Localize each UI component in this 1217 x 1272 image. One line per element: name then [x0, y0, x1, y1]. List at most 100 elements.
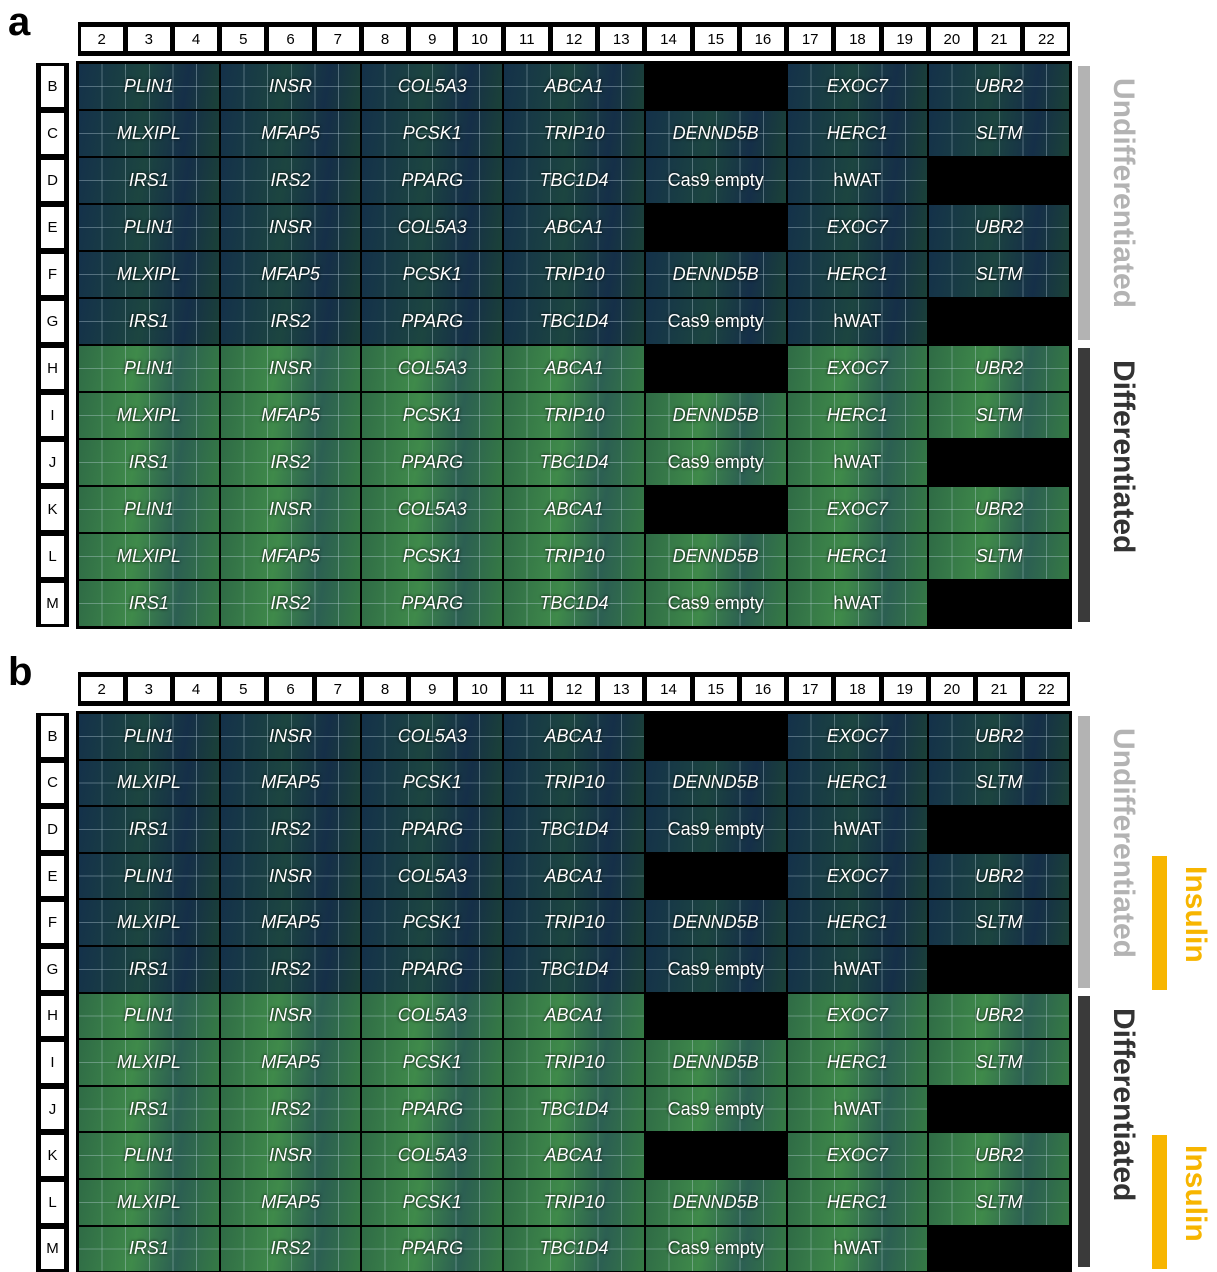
well-label: INSR [221, 994, 361, 1039]
well-label: ABCA1 [504, 714, 644, 759]
row-label: F [41, 254, 64, 295]
row-label: C [41, 113, 64, 154]
column-label: 10 [458, 27, 500, 51]
column-label: 14 [647, 27, 689, 51]
well-label: MLXIPL [79, 252, 219, 297]
well-label: MFAP5 [221, 111, 361, 156]
empty-well [929, 1087, 1069, 1132]
well-label: UBR2 [929, 346, 1069, 391]
well-label: TBC1D4 [504, 807, 644, 852]
well-label: ABCA1 [504, 64, 644, 109]
empty-well [646, 64, 786, 109]
empty-well [929, 581, 1069, 626]
well-label: MLXIPL [79, 900, 219, 945]
well-label: INSR [221, 64, 361, 109]
well-label: hWAT [788, 1227, 928, 1272]
treatment-bar [1152, 1135, 1167, 1269]
row-label: G [41, 949, 64, 990]
well-label: hWAT [788, 807, 928, 852]
row-label: M [41, 1229, 64, 1270]
well-label: PCSK1 [362, 534, 502, 579]
row-label: C [41, 763, 64, 804]
well-label: DENND5B [646, 252, 786, 297]
well-label: DENND5B [646, 761, 786, 806]
row-label: B [41, 716, 64, 757]
well-label: UBR2 [929, 994, 1069, 1039]
empty-well [646, 714, 786, 759]
well-label: PCSK1 [362, 761, 502, 806]
group-bar [1078, 716, 1090, 988]
well-label: TRIP10 [504, 761, 644, 806]
group-label: Differentiated [1106, 1008, 1140, 1201]
well-label: INSR [221, 205, 361, 250]
row-label: K [41, 489, 64, 530]
column-label: 9 [411, 677, 453, 701]
column-label: 21 [978, 27, 1020, 51]
well-label: EXOC7 [788, 64, 928, 109]
well-label: HERC1 [788, 534, 928, 579]
well-label: SLTM [929, 1040, 1069, 1085]
well-label: Cas9 empty [646, 1227, 786, 1272]
well-label: UBR2 [929, 714, 1069, 759]
empty-well [929, 1227, 1069, 1272]
column-label: 6 [269, 27, 311, 51]
well-label: IRS1 [79, 947, 219, 992]
well-label: SLTM [929, 534, 1069, 579]
well-label: MFAP5 [221, 1180, 361, 1225]
group-bar [1078, 996, 1090, 1268]
well-label: MFAP5 [221, 393, 361, 438]
well-label: COL5A3 [362, 346, 502, 391]
well-label: TBC1D4 [504, 947, 644, 992]
well-label: COL5A3 [362, 994, 502, 1039]
column-label: 13 [600, 27, 642, 51]
treatment-label: Insulin [1178, 866, 1212, 963]
column-label: 15 [695, 27, 737, 51]
well-label: PCSK1 [362, 252, 502, 297]
column-label: 8 [364, 27, 406, 51]
row-label: I [41, 395, 64, 436]
well-label: TBC1D4 [504, 1087, 644, 1132]
well-label: hWAT [788, 581, 928, 626]
well-label: UBR2 [929, 64, 1069, 109]
well-label: INSR [221, 1133, 361, 1178]
well-label: PCSK1 [362, 900, 502, 945]
well-label: EXOC7 [788, 205, 928, 250]
well-label: hWAT [788, 440, 928, 485]
group-label: Differentiated [1106, 360, 1140, 553]
well-label: PCSK1 [362, 1040, 502, 1085]
well-label: DENND5B [646, 1180, 786, 1225]
well-label: MLXIPL [79, 393, 219, 438]
column-label: 20 [931, 677, 973, 701]
well-label: IRS2 [221, 158, 361, 203]
well-label: IRS2 [221, 947, 361, 992]
well-label: DENND5B [646, 534, 786, 579]
well-label: PLIN1 [79, 1133, 219, 1178]
empty-well [646, 854, 786, 899]
column-label: 8 [364, 677, 406, 701]
well-label: hWAT [788, 158, 928, 203]
well-label: INSR [221, 714, 361, 759]
group-bar [1078, 348, 1090, 622]
well-label: INSR [221, 346, 361, 391]
figure: a2345678910111213141516171819202122BPLIN… [0, 0, 1217, 1272]
well-label: MFAP5 [221, 1040, 361, 1085]
row-label: K [41, 1135, 64, 1176]
well-label: Cas9 empty [646, 1087, 786, 1132]
well-label: UBR2 [929, 487, 1069, 532]
well-label: HERC1 [788, 111, 928, 156]
row-label: B [41, 66, 64, 107]
well-label: PPARG [362, 1227, 502, 1272]
well-label: PLIN1 [79, 487, 219, 532]
well-label: TRIP10 [504, 534, 644, 579]
column-label: 7 [317, 27, 359, 51]
column-label: 9 [411, 27, 453, 51]
well-label: PCSK1 [362, 393, 502, 438]
well-label: UBR2 [929, 1133, 1069, 1178]
well-label: ABCA1 [504, 994, 644, 1039]
well-label: TRIP10 [504, 393, 644, 438]
well-label: PLIN1 [79, 346, 219, 391]
well-label: MLXIPL [79, 111, 219, 156]
row-label: L [41, 1182, 64, 1223]
column-label: 13 [600, 677, 642, 701]
row-label: J [41, 1089, 64, 1130]
